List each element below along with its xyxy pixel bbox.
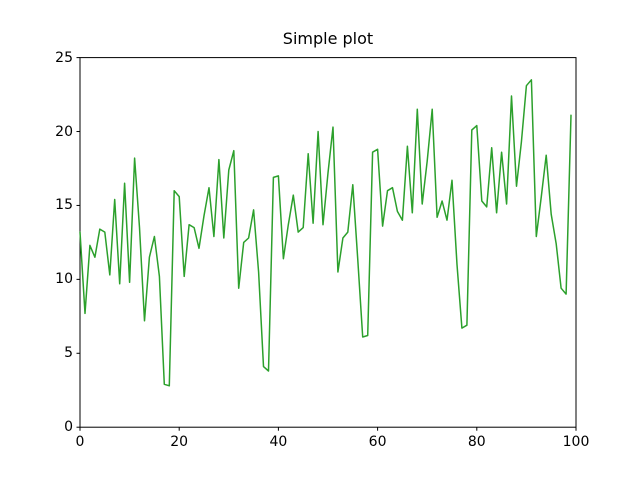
y-tick-label: 25 [55, 49, 73, 66]
x-tick-label: 20 [170, 433, 189, 450]
x-tick-label: 0 [75, 433, 85, 450]
y-tick-label: 10 [55, 271, 73, 288]
tick-marks [76, 57, 577, 431]
y-tick-label: 5 [64, 345, 73, 362]
x-tick-label: 100 [562, 433, 590, 450]
y-tick-label: 20 [55, 123, 73, 140]
x-tick-label: 80 [467, 433, 486, 450]
y-tick-label: 0 [64, 419, 73, 436]
y-tick-label: 15 [55, 197, 73, 214]
x-tick-label: 40 [269, 433, 288, 450]
chart-title: Simple plot [282, 29, 374, 48]
x-tick-label: 60 [368, 433, 387, 450]
plot-line [79, 79, 572, 387]
